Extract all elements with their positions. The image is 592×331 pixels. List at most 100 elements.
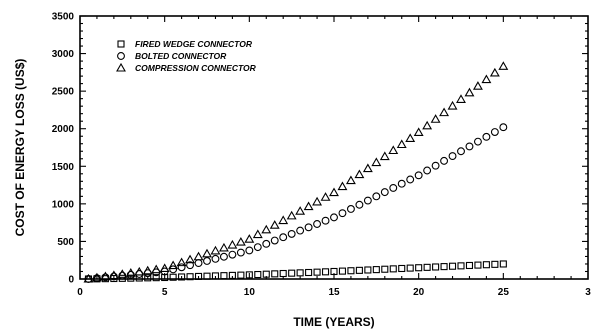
data-point (227, 239, 238, 249)
y-axis-title: COST OF ENERGY LOSS (US$) (13, 59, 27, 237)
data-point (321, 268, 330, 276)
data-point (447, 100, 458, 110)
data-point (347, 267, 355, 275)
data-point (432, 263, 440, 271)
data-point (355, 266, 363, 274)
x-tick-label: 25 (498, 287, 510, 298)
data-point (389, 183, 398, 192)
data-point (430, 114, 441, 123)
data-point (185, 254, 196, 264)
x-tick-label: 3 (585, 287, 591, 298)
data-point (244, 234, 255, 243)
x-tick-label: 5 (162, 287, 168, 298)
data-point (330, 267, 338, 276)
data-point (338, 209, 347, 218)
data-point (125, 268, 136, 277)
y-axis-ticks: 0 500 1000 1500 2000 2500 3000 3500 (52, 12, 588, 286)
data-point (254, 270, 262, 279)
x-tick-label: 10 (244, 287, 256, 298)
data-point (320, 192, 331, 201)
data-point (176, 257, 187, 267)
data-point (286, 210, 297, 220)
data-point (363, 196, 372, 205)
data-point (456, 94, 466, 103)
data-point (498, 61, 509, 70)
x-tick-label: 20 (413, 287, 425, 298)
data-point (329, 187, 339, 197)
data-point (262, 270, 270, 278)
y-tick-label: 2000 (52, 124, 75, 135)
data-point (389, 265, 397, 273)
data-point (381, 265, 389, 273)
data-markers (83, 61, 509, 283)
data-point (354, 169, 365, 179)
data-point (346, 205, 355, 213)
data-point (144, 274, 152, 282)
data-point (388, 145, 399, 155)
data-point (305, 268, 313, 277)
data-point (465, 142, 474, 151)
data-point (481, 74, 492, 84)
data-point (177, 263, 186, 272)
data-point (491, 260, 499, 268)
data-point (169, 265, 178, 274)
x-tick-label: 15 (328, 287, 340, 298)
data-point (220, 272, 228, 280)
x-tick-label: 0 (77, 287, 83, 298)
data-point (405, 133, 416, 143)
data-point (440, 156, 449, 165)
data-point (152, 274, 160, 282)
data-point (135, 274, 143, 282)
data-point (186, 273, 194, 281)
data-point (338, 267, 347, 275)
data-point (253, 243, 262, 252)
y-tick-label: 1500 (52, 162, 75, 173)
x-axis-ticks: 0 5 10 15 20 25 3 (77, 16, 591, 298)
data-point (303, 201, 314, 211)
series-circle (84, 123, 508, 283)
data-point (304, 223, 313, 232)
data-point (362, 163, 373, 173)
data-point (414, 171, 423, 180)
data-point (219, 252, 228, 261)
data-point (398, 264, 406, 273)
data-point (396, 139, 407, 149)
data-point (422, 120, 433, 130)
data-point (448, 262, 457, 270)
legend: FIRED WEDGE CONNECTOR BOLTED CONNECTOR COM… (116, 39, 257, 73)
data-point (296, 226, 305, 235)
data-point (151, 264, 162, 274)
data-point (118, 274, 126, 282)
data-point (203, 257, 211, 265)
data-point (499, 123, 508, 132)
data-point (439, 107, 450, 117)
data-point (270, 236, 279, 245)
data-point (108, 270, 119, 280)
data-point (245, 246, 254, 255)
data-point (313, 268, 321, 276)
data-point (355, 200, 364, 209)
data-point (379, 151, 390, 161)
y-tick-label: 3500 (52, 12, 75, 23)
data-point (261, 224, 272, 234)
data-point (186, 261, 195, 270)
y-tick-label: 2500 (52, 87, 75, 98)
data-point (345, 175, 356, 185)
data-point (313, 220, 322, 228)
data-point (423, 263, 431, 271)
y-tick-label: 3000 (52, 49, 75, 60)
data-point (269, 220, 280, 229)
data-point (472, 81, 483, 90)
data-point (279, 269, 287, 278)
data-point (372, 192, 381, 201)
data-point (218, 242, 229, 252)
data-point (287, 229, 296, 238)
data-point (228, 271, 236, 279)
data-point (228, 250, 237, 259)
data-point (337, 181, 348, 191)
data-point (413, 127, 424, 137)
data-point (83, 273, 94, 283)
data-point (490, 128, 499, 136)
data-point (194, 272, 203, 280)
